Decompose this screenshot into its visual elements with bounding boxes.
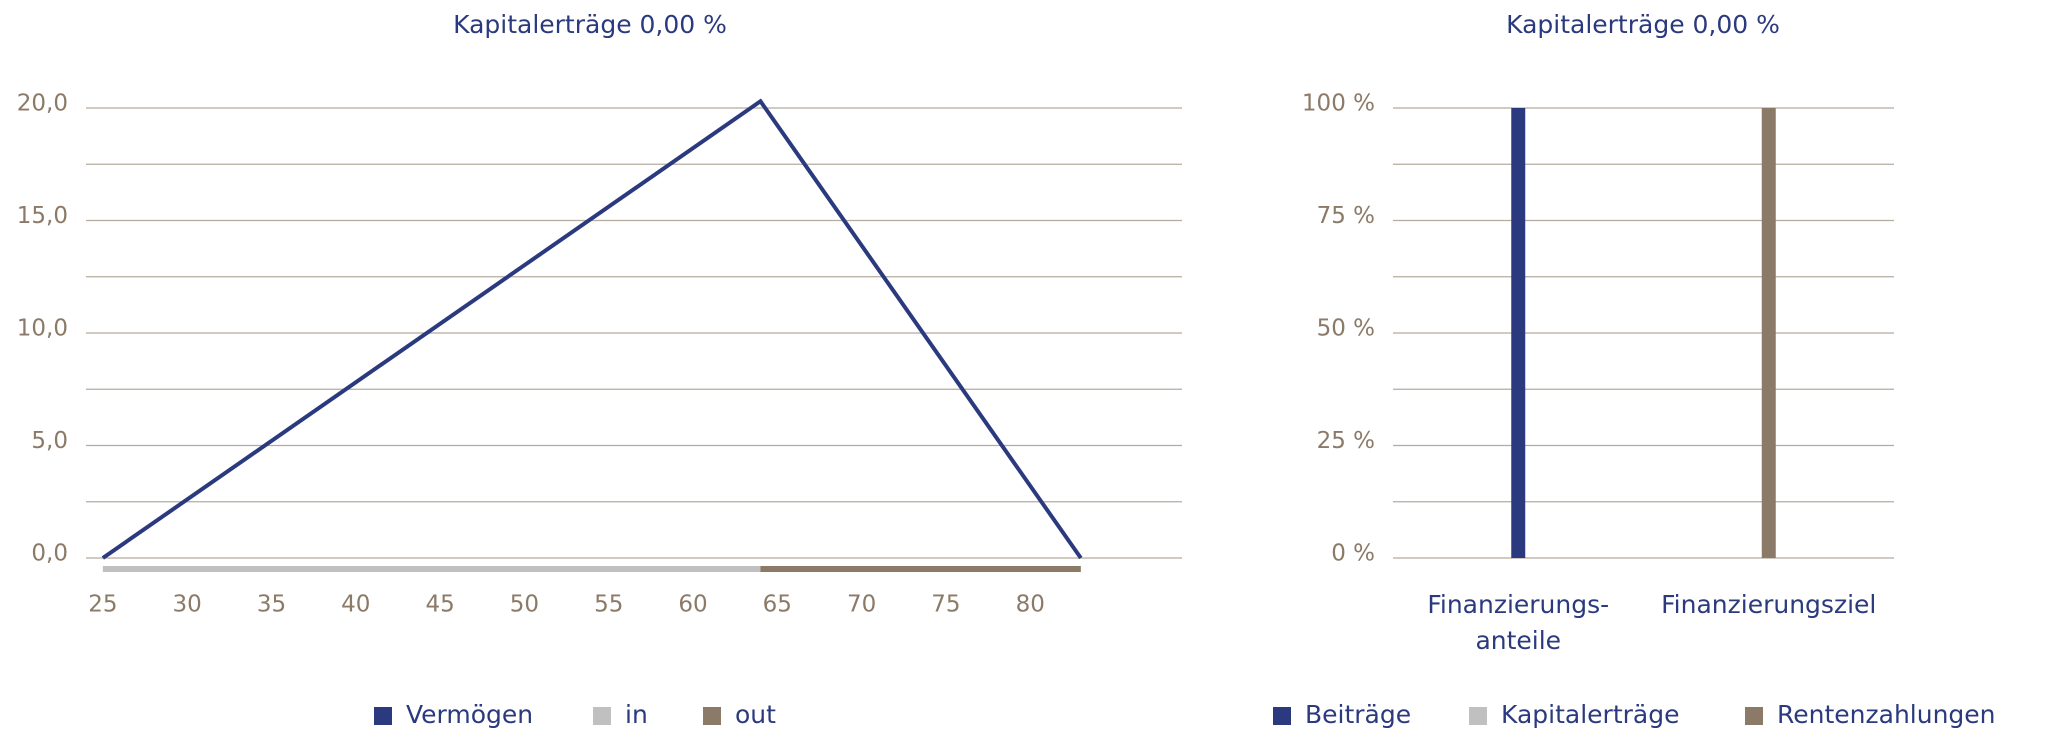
y-tick-label: 75 % [1317,203,1375,229]
y-tick-label: 15,0 [17,203,68,229]
legend-swatch [593,707,611,725]
range-bar [760,566,1081,572]
x-tick-label: 50 [510,592,539,618]
x-tick-label: 65 [763,592,792,618]
legend-label: in [625,700,648,729]
x-tick-label: 40 [341,592,370,618]
y-tick-label: 5,0 [31,428,68,454]
legend-swatch [374,707,392,725]
y-tick-label: 50 % [1317,316,1375,342]
y-tick-label: 25 % [1317,428,1375,454]
legend-swatch [1273,707,1291,725]
x-tick-label: 70 [847,592,876,618]
y-tick-label: 0 % [1331,541,1375,567]
x-tick-label: 35 [257,592,286,618]
legend-label: Rentenzahlungen [1777,700,1996,729]
legend-label: Vermögen [406,700,533,729]
x-tick-label: 55 [594,592,623,618]
legend-label: out [735,700,776,729]
range-bar [102,566,761,572]
y-tick-label: 20,0 [17,91,68,117]
x-tick-label: 75 [931,592,960,618]
legend-swatch [1745,707,1763,725]
legend-swatch [1469,707,1487,725]
x-tick-label: Finanzierungsziel [1661,590,1877,619]
y-tick-label: 10,0 [17,316,68,342]
legend-label: Beiträge [1305,700,1411,729]
x-tick-label: 60 [678,592,707,618]
bar-segment [1761,108,1776,558]
line [101,98,1083,560]
chart-title: Kapitalerträge 0,00 % [453,10,727,39]
x-tick-label: 30 [173,592,202,618]
x-tick-label: Finanzierungs- anteile [1427,590,1610,655]
bar-segment [1511,108,1526,558]
x-tick-label: 80 [1016,592,1045,618]
legend-label: Kapitalerträge [1501,700,1679,729]
x-tick-label: 25 [88,592,117,618]
x-tick-label: 45 [425,592,454,618]
legend-swatch [703,707,721,725]
chart-title: Kapitalerträge 0,00 % [1506,10,1780,39]
y-tick-label: 0,0 [31,541,68,567]
y-tick-label: 100 % [1302,91,1375,117]
